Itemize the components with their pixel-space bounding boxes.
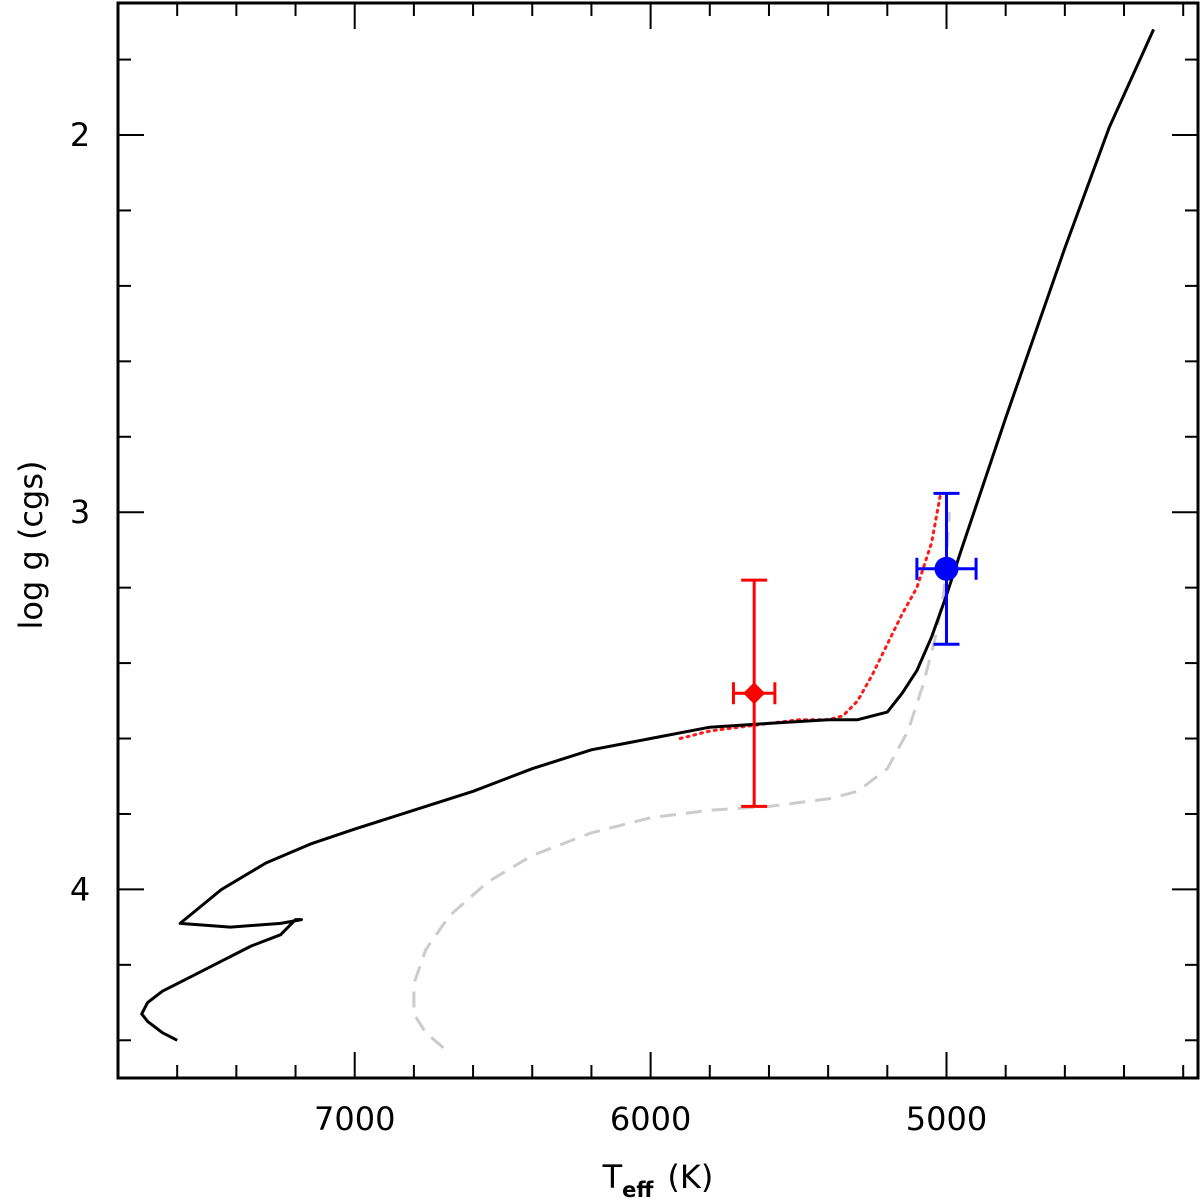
y-tick-label: 3 [70, 493, 90, 531]
series-layer [140, 28, 1155, 1049]
red-diamond-point [731, 578, 777, 808]
y-tick-label: 4 [70, 870, 90, 908]
plot-frame [116, 1, 1200, 1080]
x-tick-label: 5000 [906, 1100, 987, 1138]
blue-circle-marker [934, 556, 959, 581]
track-dashed-line [412, 512, 951, 1049]
track-solid-line [140, 28, 1155, 1042]
axis-ticks: 7000 6000 5000 2 3 4 [70, 3, 1198, 1138]
x-axis-label-unit: (K) [667, 1158, 713, 1196]
x-tick-label: 7000 [314, 1100, 395, 1138]
y-tick-label: 2 [70, 116, 90, 154]
blue-circle-point [915, 491, 978, 646]
x-axis-label-main: T [602, 1158, 623, 1196]
red-diamond-marker [743, 682, 766, 705]
x-tick-label: 6000 [610, 1100, 691, 1138]
data-points-layer [731, 491, 978, 808]
track-dotted-line [678, 491, 943, 740]
y-axis-label: log g (cgs) [12, 461, 50, 630]
x-axis-label-sub: eff [622, 1178, 654, 1202]
x-axis-label: Teff (K) [602, 1158, 714, 1202]
